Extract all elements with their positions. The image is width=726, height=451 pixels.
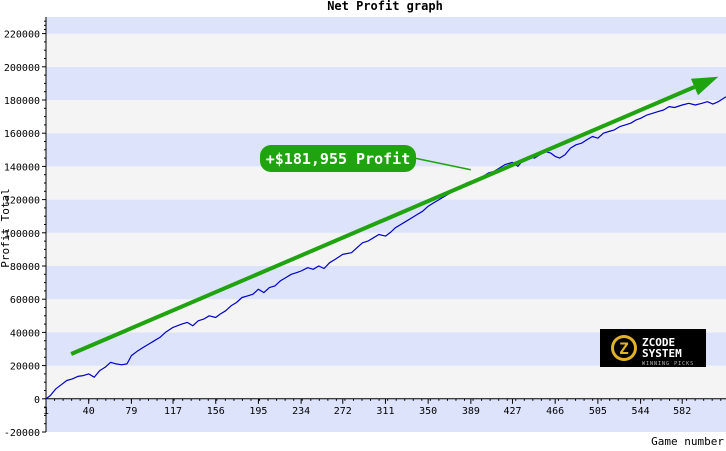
y-tick-label: 100000 [4, 229, 40, 240]
y-tick-label: 20000 [10, 362, 40, 373]
y-tick-label: 140000 [4, 162, 40, 173]
x-tick-label: 389 [462, 406, 480, 417]
zcode-logo: Z ZCODE SYSTEM WINNING PICKS [600, 329, 706, 367]
logo-tagline: WINNING PICKS [642, 361, 694, 367]
x-tick-label: 272 [334, 406, 352, 417]
x-tick-label: 505 [589, 406, 607, 417]
logo-line1: ZCODE [642, 336, 675, 349]
logo-z-inner [614, 338, 634, 358]
y-tick-label: 40000 [10, 328, 40, 339]
grid-band [46, 100, 726, 134]
grid-band [46, 17, 726, 34]
profit-callout-label: +$181,955 Profit [266, 150, 411, 168]
profit-series-line [45, 96, 726, 400]
grid-band [46, 33, 726, 67]
x-tick-label: 311 [376, 406, 394, 417]
y-tick-label: 0 [34, 395, 40, 406]
x-tick-label: 544 [632, 406, 650, 417]
grid-band [46, 232, 726, 266]
y-tick-label: 180000 [4, 96, 40, 107]
chart-title: Net Profit graph [327, 0, 443, 13]
logo-line2: SYSTEM [642, 347, 682, 360]
x-axis-label: Game number [651, 435, 724, 447]
x-tick-label: 195 [249, 406, 267, 417]
grid-band [46, 299, 726, 333]
x-tick-label: 427 [503, 406, 521, 417]
callout-pointer [413, 157, 472, 171]
y-axis-label: Profit Total [0, 188, 12, 267]
y-tick-label: -20000 [4, 428, 40, 439]
background-bands [46, 17, 726, 432]
x-tick-label: 350 [419, 406, 437, 417]
profit-callout-box [260, 145, 416, 172]
y-tick-label: 220000 [4, 30, 40, 41]
x-tick-label: 79 [125, 406, 137, 417]
x-tick-label: 40 [83, 406, 95, 417]
y-tick-label: 200000 [4, 63, 40, 74]
x-tick-label: 466 [546, 406, 564, 417]
grid-band [46, 398, 726, 432]
trend-arrow-shaft [70, 85, 696, 356]
x-tick-label: 1 [43, 406, 49, 417]
grid-band [46, 266, 726, 300]
grid-band [46, 365, 726, 399]
x-tick-label: 156 [207, 406, 225, 417]
y-tick-label: 60000 [10, 295, 40, 306]
tick-labels: -20000 0 20000 40000 60000 80000 100000 120000 1… [4, 20, 722, 439]
trend-arrow-head [690, 76, 719, 96]
grid-band [46, 199, 726, 233]
grid-band [46, 66, 726, 100]
annotation-layer: +$181,955 Profit [70, 76, 719, 356]
y-tick-label: 120000 [4, 196, 40, 207]
x-tick-label: 582 [673, 406, 691, 417]
series-layer [45, 96, 726, 400]
x-tick-label: 234 [292, 406, 310, 417]
logo-z-glyph: Z [619, 339, 629, 358]
x-tick-label: 117 [164, 406, 182, 417]
y-tick-label: 80000 [10, 262, 40, 273]
y-tick-label: 160000 [4, 129, 40, 140]
